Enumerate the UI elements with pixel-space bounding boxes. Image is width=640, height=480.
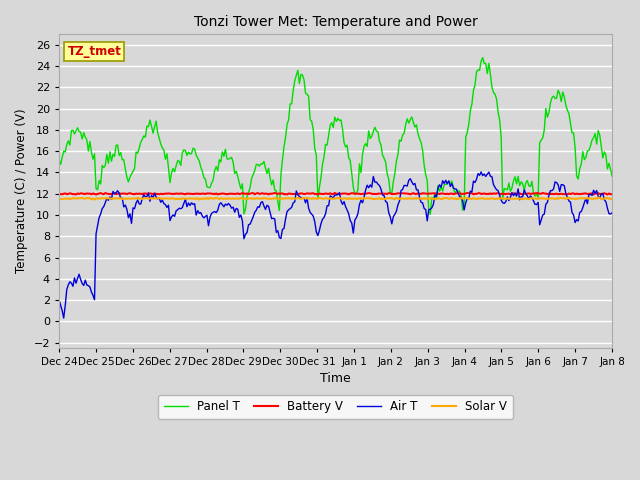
Title: Tonzi Tower Met: Temperature and Power: Tonzi Tower Met: Temperature and Power — [194, 15, 477, 29]
Y-axis label: Temperature (C) / Power (V): Temperature (C) / Power (V) — [15, 109, 28, 274]
Solar V — [125, 195, 132, 201]
Line: Solar V: Solar V — [59, 198, 612, 200]
Battery V — [297, 191, 305, 196]
Air T — [60, 315, 68, 321]
Panel T — [55, 157, 63, 163]
Solar V — [221, 195, 229, 201]
Panel T — [297, 72, 305, 77]
Air T — [125, 215, 132, 221]
Panel T — [580, 157, 588, 163]
Air T — [221, 201, 229, 207]
Legend: Panel T, Battery V, Air T, Solar V: Panel T, Battery V, Air T, Solar V — [158, 395, 513, 420]
Solar V — [608, 196, 616, 202]
Panel T — [479, 55, 486, 60]
Battery V — [123, 191, 131, 197]
Panel T — [239, 181, 246, 187]
Air T — [240, 236, 248, 241]
Panel T — [426, 211, 434, 217]
X-axis label: Time: Time — [320, 372, 351, 385]
Text: TZ_tmet: TZ_tmet — [67, 45, 121, 58]
Battery V — [239, 191, 246, 196]
Battery V — [248, 191, 255, 196]
Panel T — [608, 173, 616, 179]
Battery V — [608, 191, 616, 197]
Battery V — [579, 191, 587, 197]
Air T — [55, 297, 63, 303]
Air T — [580, 200, 588, 205]
Battery V — [55, 192, 63, 197]
Air T — [608, 210, 616, 216]
Solar V — [91, 197, 99, 203]
Air T — [250, 214, 257, 220]
Line: Panel T: Panel T — [59, 58, 612, 214]
Solar V — [579, 195, 587, 201]
Air T — [477, 169, 485, 175]
Solar V — [595, 195, 602, 201]
Line: Air T: Air T — [59, 172, 612, 318]
Solar V — [240, 196, 248, 202]
Solar V — [250, 196, 257, 202]
Solar V — [55, 196, 63, 202]
Panel T — [220, 153, 228, 159]
Line: Battery V: Battery V — [59, 193, 612, 194]
Panel T — [123, 174, 131, 180]
Battery V — [589, 192, 597, 197]
Air T — [299, 195, 307, 201]
Battery V — [331, 190, 339, 196]
Solar V — [299, 195, 307, 201]
Panel T — [248, 175, 255, 181]
Battery V — [220, 191, 228, 197]
